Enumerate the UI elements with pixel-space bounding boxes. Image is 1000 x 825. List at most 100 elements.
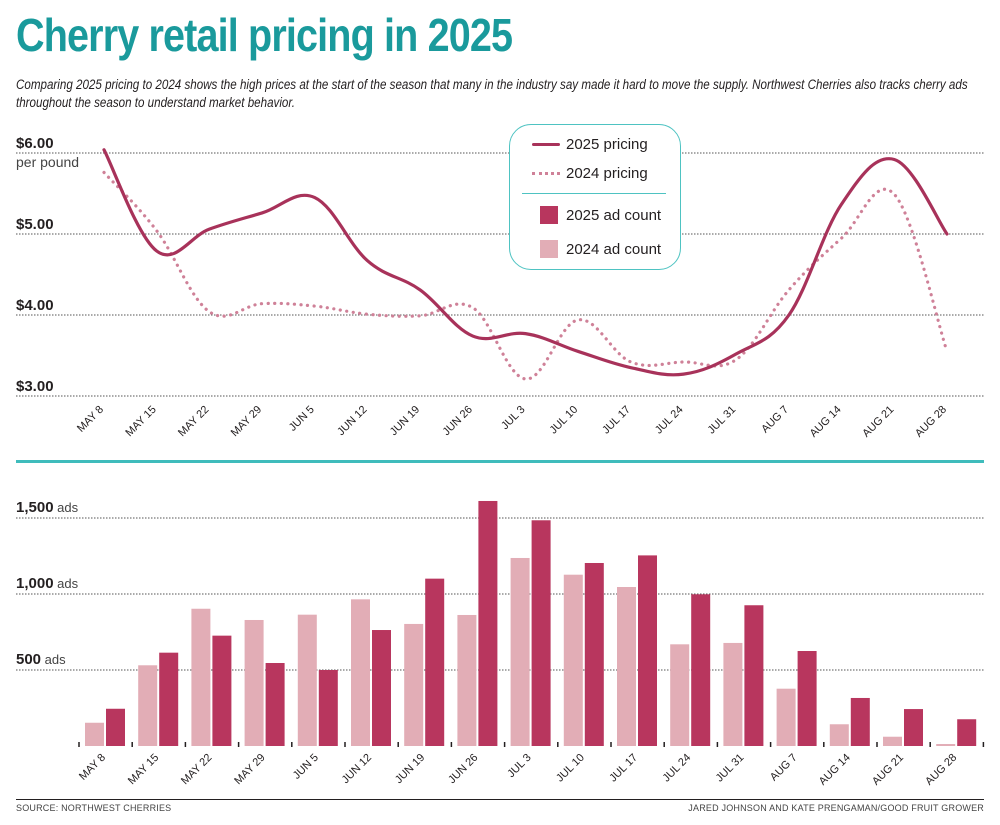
page-title: Cherry retail pricing in 2025 [16, 9, 513, 61]
price-x-tick-label: AUG 7 [759, 404, 791, 436]
section-divider [16, 460, 984, 463]
price-x-tick-label: MAY 29 [229, 404, 264, 439]
bar-2025-ad-count [478, 500, 498, 746]
price-x-tick-label: JUN 19 [388, 404, 422, 438]
price-tick-label: $3.00 [16, 378, 54, 395]
bar-2024-ad-count [138, 665, 158, 746]
series-line-2025-pricing [102, 148, 949, 377]
price-x-tick-label: MAY 15 [123, 404, 158, 439]
bar-2024-ad-count [297, 614, 317, 746]
price-x-tick-label: JUL 3 [499, 404, 528, 433]
legend-separator [522, 193, 666, 194]
legend-label: 2024 ad count [566, 240, 662, 258]
box-swatch-icon [540, 240, 558, 258]
bar-2024-ad-count [563, 574, 583, 746]
price-x-tick-label: JUN 12 [335, 404, 369, 438]
legend-item-2024-ad-count: 2024 ad count [510, 238, 680, 260]
legend-label: 2025 ad count [566, 206, 662, 224]
ads-x-tick-label: JUL 31 [714, 752, 747, 785]
bar-2025-ad-count [797, 651, 817, 746]
ads-tick-label: 500 ads [16, 651, 66, 668]
ads-x-tick-label: MAY 15 [126, 752, 161, 787]
bar-2025-ad-count [318, 670, 338, 746]
ads-x-tick-label: AUG 21 [870, 752, 906, 788]
ads-x-tick-label: JUN 5 [291, 752, 321, 782]
price-line-chart: $6.00 $5.00 $4.00 $3.00 per pound MAY 8 MAY 15… [16, 135, 984, 440]
ads-x-tick-label: MAY 22 [179, 752, 214, 787]
ads-x-tick-label: MAY 8 [77, 752, 108, 783]
ads-x-tick-label: JUL 24 [660, 752, 693, 785]
footer-rule [16, 799, 984, 800]
price-x-tick-label: MAY 22 [176, 404, 211, 439]
price-x-tick-label: JUL 31 [706, 404, 739, 437]
price-x-tick-label: JUL 24 [653, 404, 686, 437]
credit-note: JARED JOHNSON AND KATE PRENGAMAN/GOOD FR… [688, 803, 984, 813]
price-tick-label: $4.00 [16, 297, 54, 314]
bar-2024-ad-count [85, 722, 104, 746]
price-tick-label: $5.00 [16, 216, 54, 233]
bar-2025-ad-count [850, 697, 870, 746]
ads-x-tick-label: JUL 3 [505, 752, 534, 781]
bar-2025-ad-count [957, 719, 977, 746]
bar-2025-ad-count [638, 555, 657, 746]
bar-2024-ad-count [457, 614, 477, 746]
legend-label: 2025 pricing [566, 135, 648, 153]
price-x-tick-label: JUN 5 [287, 404, 317, 434]
ads-x-tick-label: JUL 10 [554, 752, 587, 785]
legend-item-2025-ad-count: 2025 ad count [510, 204, 680, 226]
page-subtitle: Comparing 2025 pricing to 2024 shows the… [16, 77, 968, 110]
ads-x-tick-label: JUN 19 [393, 752, 427, 786]
price-x-tick-label: JUL 17 [600, 404, 633, 437]
source-note: SOURCE: NORTHWEST CHERRIES [16, 803, 172, 813]
price-unit-label: per pound [16, 154, 79, 170]
price-x-tick-label: JUL 10 [547, 404, 580, 437]
bar-2025-ad-count [212, 635, 232, 746]
bar-2025-ad-count [265, 663, 285, 746]
bar-2025-ad-count [425, 578, 445, 746]
bar-2025-ad-count [372, 630, 391, 746]
ads-x-tick-label: AUG 7 [768, 752, 800, 784]
bar-2024-ad-count [670, 644, 690, 746]
bar-2024-ad-count [829, 724, 849, 746]
price-x-tick-label: AUG 21 [860, 404, 896, 440]
bar-2025-ad-count [584, 562, 604, 746]
bar-2025-ad-count [159, 652, 179, 746]
price-tick-label: $6.00 [16, 135, 54, 152]
bar-2024-ad-count [191, 608, 211, 746]
bar-2025-ad-count [744, 605, 764, 746]
bar-2025-ad-count [106, 708, 125, 746]
ads-bar-chart: 1,500 ads 1,000 ads 500 ads MAY 8 MAY 15 MAY … [16, 499, 985, 788]
legend-label: 2024 pricing [566, 164, 648, 182]
ads-tick-label: 1,500 ads [16, 499, 79, 516]
bar-2024-ad-count [617, 587, 636, 746]
bar-2024-ad-count [244, 619, 264, 746]
price-x-tick-label: AUG 14 [808, 404, 844, 440]
bar-2025-ad-count [531, 520, 551, 746]
ads-tick-label: 1,000 ads [16, 575, 79, 592]
price-x-tick-label: MAY 8 [75, 404, 106, 435]
series-line-2024-pricing [102, 170, 949, 381]
ads-x-tick-label: MAY 29 [232, 752, 267, 787]
bar-2024-ad-count [351, 599, 370, 746]
box-swatch-icon [540, 206, 558, 224]
ads-x-tick-label: AUG 28 [923, 752, 959, 788]
bar-2024-ad-count [404, 623, 424, 746]
bar-2025-ad-count [904, 709, 923, 746]
bar-2024-ad-count [936, 744, 956, 746]
bar-2024-ad-count [883, 736, 902, 746]
ads-x-tick-label: JUN 26 [446, 752, 480, 786]
price-x-tick-label: JUN 26 [441, 404, 475, 438]
dotted-line-swatch-icon [532, 171, 560, 175]
bar-2024-ad-count [723, 642, 743, 746]
ads-x-tick-label: AUG 14 [817, 752, 853, 788]
price-x-tick-label: AUG 28 [913, 404, 949, 440]
bar-2024-ad-count [510, 557, 530, 746]
legend-item-2025-pricing: 2025 pricing [510, 133, 680, 155]
legend-item-2024-pricing: 2024 pricing [510, 162, 680, 184]
solid-line-swatch-icon [532, 142, 560, 146]
legend: 2025 pricing 2024 pricing 2025 ad count … [509, 124, 681, 270]
bar-2025-ad-count [691, 594, 711, 746]
bar-2024-ad-count [776, 688, 796, 746]
ads-x-tick-label: JUN 12 [340, 752, 374, 786]
